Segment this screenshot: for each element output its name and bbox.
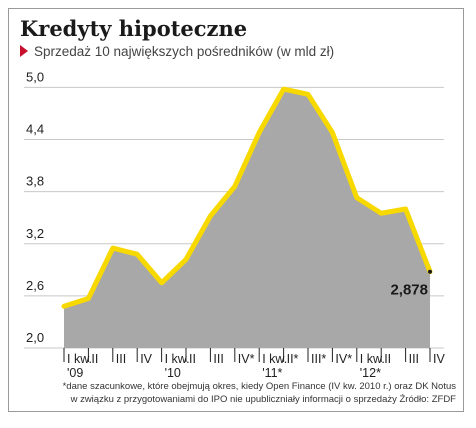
x-tick-label: I kw. [262, 352, 287, 366]
x-tick-label: '10 [165, 366, 181, 380]
annotations: 2,878 [390, 269, 432, 299]
y-tick-label: 4,4 [26, 122, 44, 137]
y-axis-tick-labels: 2,0 2,6 3,2 3,8 4,4 5,0 [26, 69, 44, 345]
x-tick-label: I kw. [360, 352, 385, 366]
triangle-marker-icon [20, 45, 28, 57]
footnote-line-2: w związku z przygotowaniami do IPO nie u… [70, 394, 456, 405]
chart-title: Kredyty hipoteczne [20, 16, 248, 41]
series-line [61, 86, 433, 309]
x-tick-label: IV* [238, 352, 255, 366]
x-tick-label: '11* [262, 366, 282, 380]
x-tick-label: II [91, 352, 98, 366]
x-tick-label: III [409, 352, 419, 366]
y-tick-label: 2,0 [26, 330, 44, 345]
footnote: *dane szacunkowe, które obejmują okres, … [56, 380, 456, 406]
x-tick-label: III [213, 352, 223, 366]
x-tick-label: II [189, 352, 196, 366]
x-tick-label: III* [311, 352, 326, 366]
x-tick-label: II [384, 352, 391, 366]
x-tick-label: '12* [360, 366, 381, 380]
subtitle-text: Sprzedaż 10 największych pośredników (w … [34, 44, 335, 59]
x-tick-label: III [116, 352, 126, 366]
y-tick-label: 3,8 [26, 174, 44, 189]
last-value-label: 2,878 [390, 282, 428, 299]
y-tick-label: 2,6 [26, 278, 44, 293]
x-tick-label: I kw. [165, 352, 190, 366]
x-tick-label: IV* [335, 352, 352, 366]
footnote-line-1: *dane szacunkowe, które obejmują okres, … [62, 381, 456, 392]
y-tick-label: 3,2 [26, 226, 44, 241]
x-tick-label: '09 [67, 366, 83, 380]
area-series [61, 86, 433, 348]
chart-subtitle: Sprzedaż 10 największych pośredników (w … [20, 44, 334, 59]
x-tick-label: II* [287, 352, 299, 366]
x-tick-label: IV [140, 352, 152, 366]
x-tick-label: IV [433, 352, 445, 366]
y-tick-label: 5,0 [26, 69, 44, 84]
x-tick-label: I kw. [67, 352, 92, 366]
last-value-dot [428, 269, 432, 274]
area-fill [64, 89, 430, 348]
